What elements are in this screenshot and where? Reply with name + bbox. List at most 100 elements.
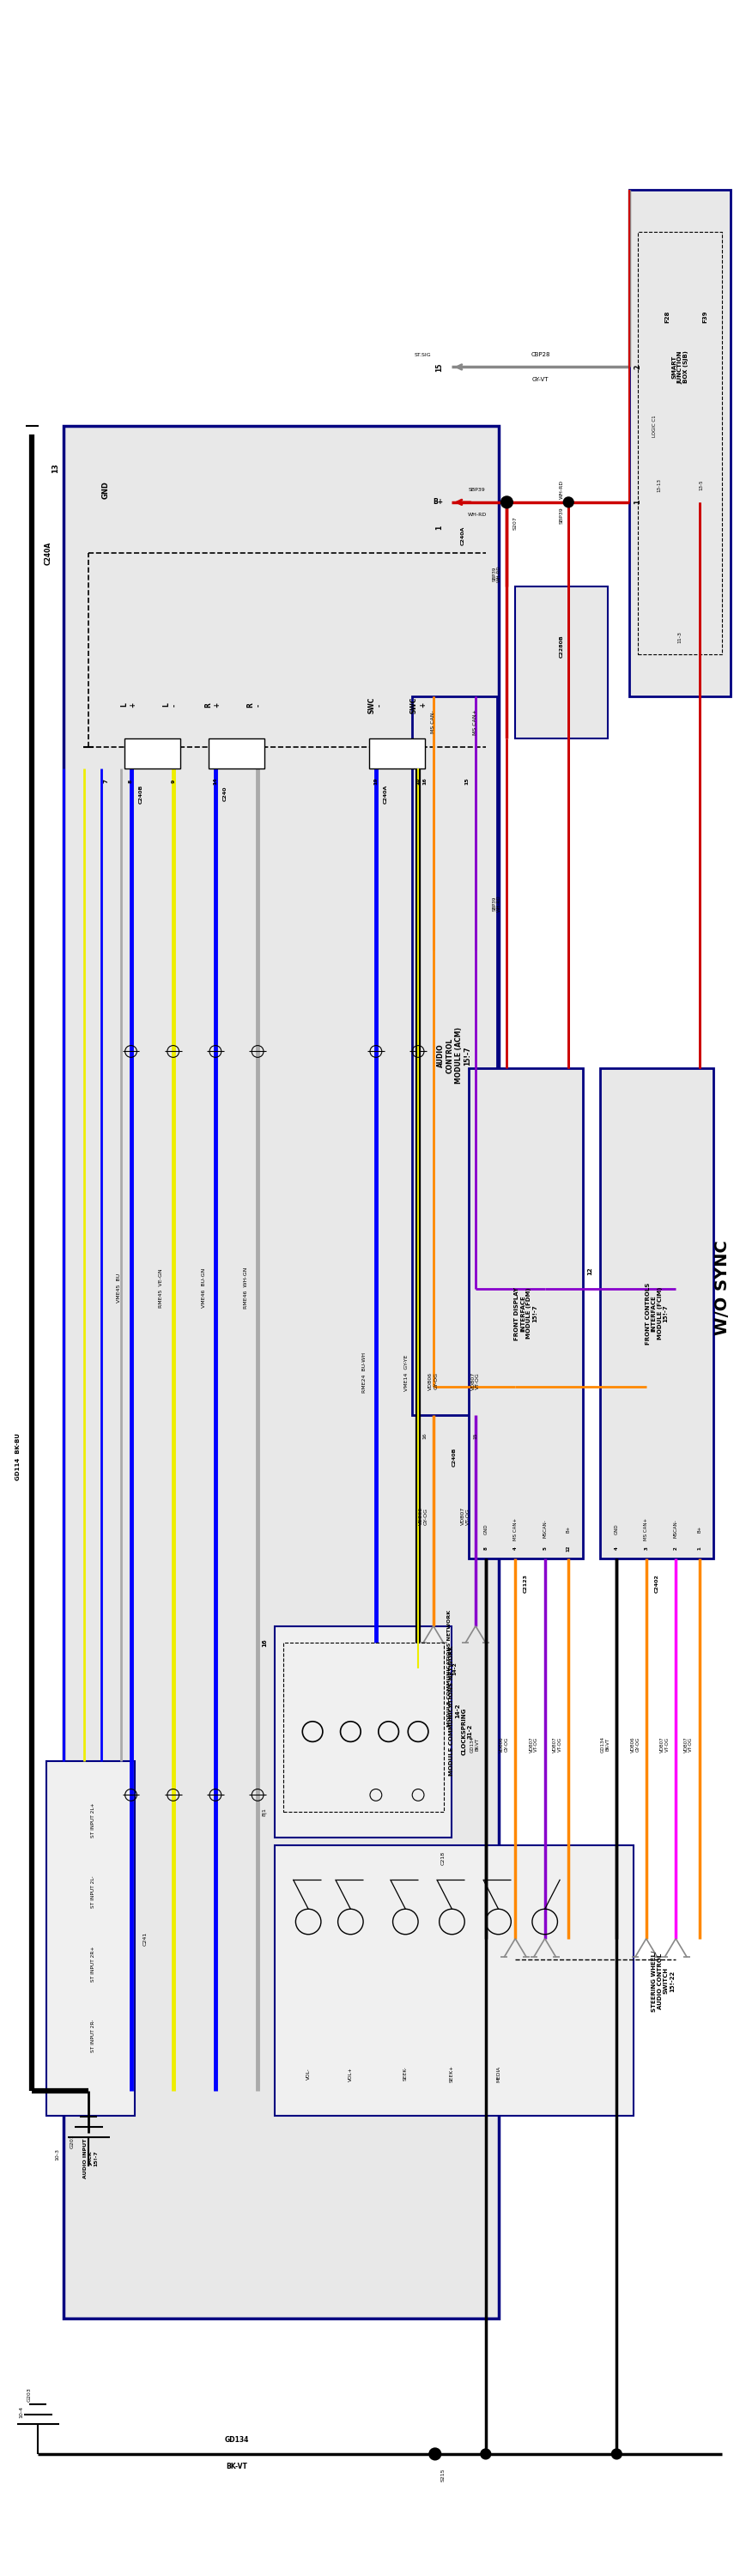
Text: 8: 8 bbox=[128, 778, 133, 783]
Text: 13-13: 13-13 bbox=[656, 479, 660, 492]
Text: SBP39
WH-RD: SBP39 WH-RD bbox=[492, 894, 501, 912]
Text: VME45  BU: VME45 BU bbox=[117, 1273, 121, 1303]
Text: VDB07
VT-OG: VDB07 VT-OG bbox=[683, 1736, 692, 1752]
Text: ST INPUT 2L+: ST INPUT 2L+ bbox=[91, 1803, 95, 1837]
Bar bbox=[275, 1844, 633, 2115]
Text: WH-RD: WH-RD bbox=[467, 513, 486, 518]
Text: 10-4: 10-4 bbox=[19, 2406, 23, 2419]
Text: LOGIC C1: LOGIC C1 bbox=[652, 415, 656, 438]
Text: VDB06
GY-OG: VDB06 GY-OG bbox=[418, 1507, 427, 1525]
Text: 2: 2 bbox=[633, 366, 641, 368]
Bar bbox=[468, 1069, 582, 1558]
Text: C240A: C240A bbox=[383, 783, 388, 804]
Text: C240: C240 bbox=[223, 786, 228, 801]
Text: R
+: R + bbox=[204, 703, 221, 708]
Text: 8: 8 bbox=[483, 1546, 487, 1551]
Text: 11-3: 11-3 bbox=[677, 631, 681, 644]
Text: C240A: C240A bbox=[460, 526, 465, 546]
Text: AUDIO INPUT
JACK
15!-7: AUDIO INPUT JACK 15!-7 bbox=[84, 2138, 98, 2179]
Bar bbox=[637, 232, 721, 654]
Text: S215: S215 bbox=[441, 2468, 445, 2481]
Text: GY-VT: GY-VT bbox=[532, 376, 548, 381]
Text: GND: GND bbox=[483, 1522, 487, 1535]
Text: 15: 15 bbox=[473, 1432, 477, 1440]
Text: C240A: C240A bbox=[44, 541, 52, 564]
Text: FRONT CONTROLS
INTERFACE
MODULE (FCIM)
15!-7: FRONT CONTROLS INTERFACE MODULE (FCIM) 1… bbox=[645, 1283, 668, 1345]
Text: 1: 1 bbox=[435, 526, 442, 531]
Text: 7: 7 bbox=[103, 778, 108, 783]
Text: 13-5: 13-5 bbox=[698, 479, 703, 489]
Text: ST INPUT 2R+: ST INPUT 2R+ bbox=[91, 1945, 95, 1981]
Text: 10-3: 10-3 bbox=[55, 2148, 60, 2161]
Text: MODULE COMMUNICATIONS NETWORK
14-2: MODULE COMMUNICATIONS NETWORK 14-2 bbox=[448, 1646, 460, 1775]
Text: G203: G203 bbox=[28, 2388, 31, 2401]
Text: B+: B+ bbox=[697, 1525, 700, 1533]
Text: GND: GND bbox=[101, 482, 110, 500]
Text: MS CAN+: MS CAN+ bbox=[473, 708, 477, 734]
Text: VDB06
GY-OG: VDB06 GY-OG bbox=[428, 1373, 437, 1391]
Text: W/O SYNC: W/O SYNC bbox=[713, 1242, 730, 1334]
Text: F39: F39 bbox=[702, 309, 707, 322]
Circle shape bbox=[480, 2450, 490, 2460]
Text: MS CAN+: MS CAN+ bbox=[513, 1517, 517, 1540]
Circle shape bbox=[611, 2450, 621, 2460]
Text: VDB06
GY-OG: VDB06 GY-OG bbox=[499, 1736, 508, 1752]
Text: L
+: L + bbox=[120, 703, 137, 708]
Text: SBP39
WH-RD: SBP39 WH-RD bbox=[492, 567, 501, 582]
Bar bbox=[63, 425, 498, 2318]
Text: BK-VT: BK-VT bbox=[225, 2463, 247, 2470]
Text: SEEK-: SEEK- bbox=[403, 2066, 407, 2081]
Text: SEEK+: SEEK+ bbox=[449, 2066, 454, 2081]
Text: B+: B+ bbox=[433, 497, 443, 505]
Text: VDB07
VT-OG: VDB07 VT-OG bbox=[460, 1507, 469, 1525]
Text: VOL+: VOL+ bbox=[348, 2066, 352, 2081]
Text: R
-: R - bbox=[246, 703, 263, 708]
Circle shape bbox=[501, 497, 513, 507]
Text: RME46  WH-GN: RME46 WH-GN bbox=[243, 1267, 248, 1309]
Text: 12: 12 bbox=[565, 1546, 570, 1551]
Text: VDB07
VT-OG: VDB07 VT-OG bbox=[529, 1736, 538, 1752]
Text: 16: 16 bbox=[422, 1432, 427, 1440]
Circle shape bbox=[562, 497, 573, 507]
Text: 4: 4 bbox=[614, 1546, 618, 1551]
Text: 16: 16 bbox=[422, 778, 427, 786]
Bar bbox=[369, 739, 424, 768]
Text: SMART
JUNCTION
BOX (SJB): SMART JUNCTION BOX (SJB) bbox=[671, 350, 688, 384]
Text: SWC
-: SWC - bbox=[367, 696, 383, 714]
Text: C240B: C240B bbox=[139, 783, 143, 804]
Text: 2: 2 bbox=[673, 1546, 677, 1551]
Text: 9: 9 bbox=[171, 778, 175, 783]
Text: S207: S207 bbox=[513, 518, 517, 531]
Text: 15: 15 bbox=[435, 363, 442, 371]
Text: RME24  BU-WH: RME24 BU-WH bbox=[362, 1352, 366, 1394]
Text: C241: C241 bbox=[143, 1932, 147, 1945]
Text: GD134
BK-VT: GD134 BK-VT bbox=[469, 1736, 479, 1752]
Text: VOL-: VOL- bbox=[306, 2069, 310, 2079]
Text: CBP28: CBP28 bbox=[530, 353, 550, 358]
Text: 15: 15 bbox=[465, 778, 468, 786]
Text: MODULE COMMUNICATIONS NETWORK
14-2: MODULE COMMUNICATIONS NETWORK 14-2 bbox=[447, 1610, 456, 1726]
Bar bbox=[275, 1625, 451, 1837]
Circle shape bbox=[429, 2447, 440, 2460]
Text: 12: 12 bbox=[586, 1267, 592, 1275]
Bar bbox=[124, 739, 180, 768]
Text: 8|1: 8|1 bbox=[262, 1808, 266, 1816]
Text: F28: F28 bbox=[664, 309, 669, 322]
Text: C218: C218 bbox=[441, 1852, 445, 1865]
Text: AUDIO
CONTROL
MODULE (ACM)
15!-7: AUDIO CONTROL MODULE (ACM) 15!-7 bbox=[436, 1028, 471, 1084]
Text: 18: 18 bbox=[416, 778, 420, 786]
Text: G201: G201 bbox=[69, 2136, 74, 2148]
Text: 16: 16 bbox=[262, 1638, 266, 1646]
Text: C2402: C2402 bbox=[654, 1574, 658, 1592]
Text: C2123: C2123 bbox=[523, 1574, 527, 1592]
Text: L
-: L - bbox=[162, 703, 179, 706]
Text: 3: 3 bbox=[643, 1546, 648, 1551]
Text: C240B: C240B bbox=[452, 1448, 456, 1466]
Text: MSCAN-: MSCAN- bbox=[673, 1520, 677, 1538]
Bar bbox=[283, 1643, 443, 1811]
Text: 1: 1 bbox=[633, 500, 641, 505]
Text: MSCAN-: MSCAN- bbox=[542, 1520, 546, 1538]
Text: VDB06
GY-OG: VDB06 GY-OG bbox=[630, 1736, 639, 1752]
Text: GD134
BK-VT: GD134 BK-VT bbox=[601, 1736, 609, 1752]
Text: B+: B+ bbox=[565, 1525, 570, 1533]
